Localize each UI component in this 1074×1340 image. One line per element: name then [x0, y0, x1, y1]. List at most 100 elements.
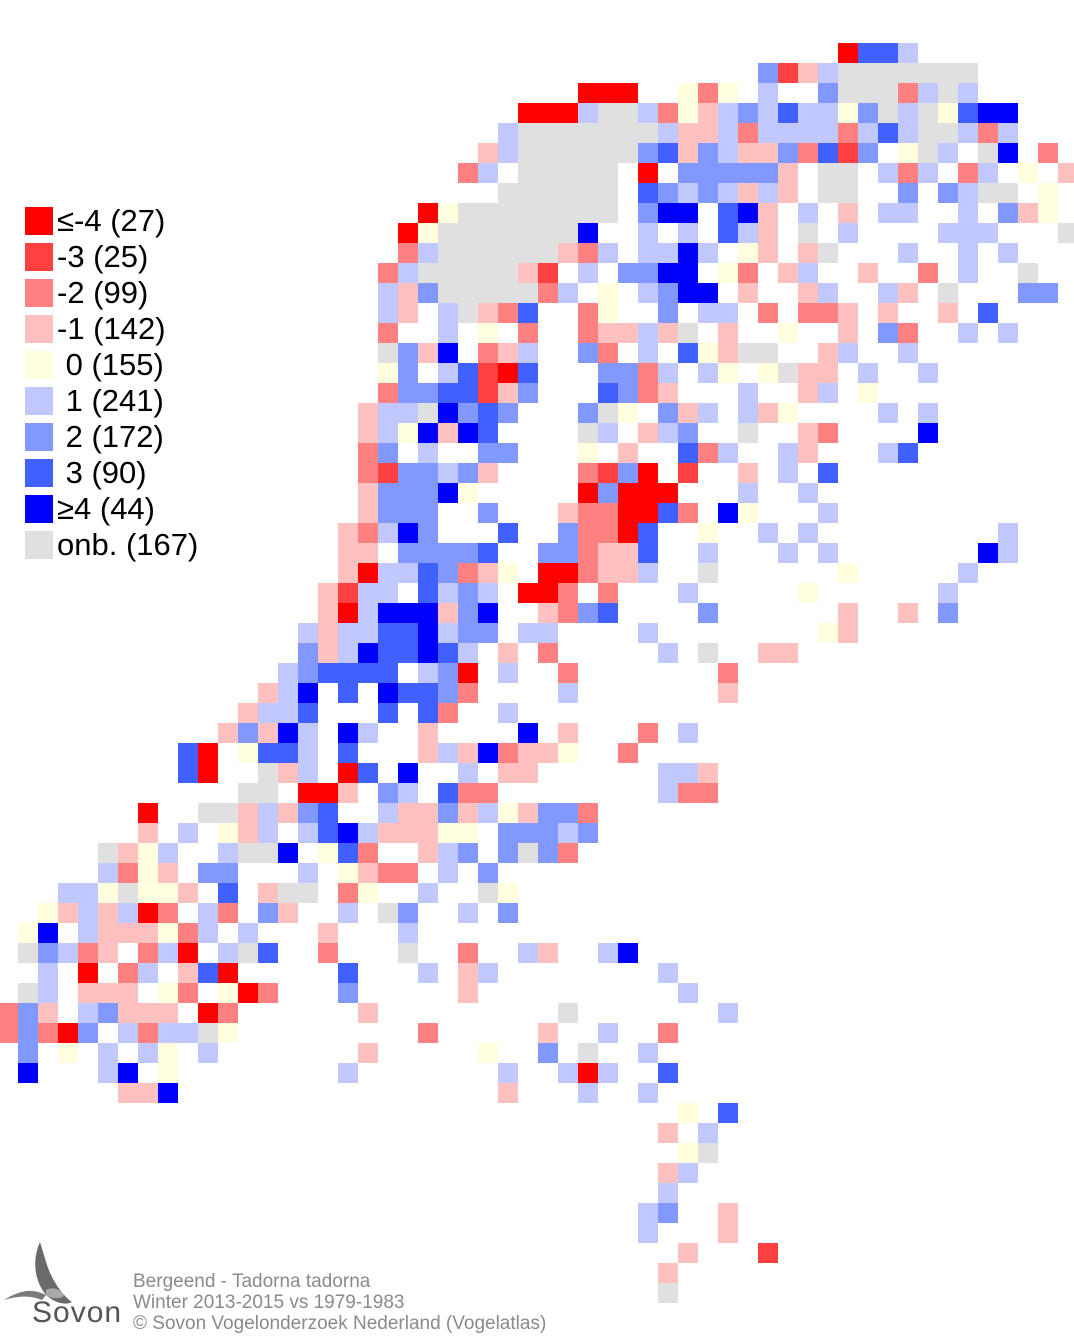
- grid-cell: [438, 243, 458, 263]
- grid-cell: [418, 843, 438, 863]
- grid-cell: [318, 663, 338, 683]
- grid-cell: [818, 83, 838, 103]
- grid-cell: [78, 923, 98, 943]
- grid-cell: [898, 103, 918, 123]
- legend-item: -2 (99): [25, 275, 198, 311]
- grid-cell: [438, 343, 458, 363]
- legend-swatch: [25, 243, 53, 271]
- grid-cell: [958, 83, 978, 103]
- grid-cell: [398, 803, 418, 823]
- grid-cell: [578, 183, 598, 203]
- grid-cell: [518, 723, 538, 743]
- grid-cell: [278, 743, 298, 763]
- grid-cell: [158, 1003, 178, 1023]
- grid-cell: [598, 603, 618, 623]
- grid-cell: [478, 303, 498, 323]
- grid-cell: [758, 163, 778, 183]
- grid-cell: [838, 83, 858, 103]
- grid-cell: [538, 283, 558, 303]
- grid-cell: [538, 623, 558, 643]
- grid-cell: [698, 363, 718, 383]
- grid-cell: [638, 423, 658, 443]
- grid-cell: [418, 263, 438, 283]
- grid-cell: [198, 763, 218, 783]
- grid-cell: [478, 263, 498, 283]
- grid-cell: [938, 583, 958, 603]
- grid-cell: [218, 943, 238, 963]
- grid-cell: [58, 1023, 78, 1043]
- grid-cell: [78, 1023, 98, 1043]
- grid-cell: [398, 423, 418, 443]
- grid-cell: [638, 243, 658, 263]
- grid-cell: [38, 1003, 58, 1023]
- grid-cell: [958, 243, 978, 263]
- grid-cell: [478, 463, 498, 483]
- legend-label: -1 (142): [57, 311, 166, 346]
- grid-cell: [658, 403, 678, 423]
- grid-cell: [678, 123, 698, 143]
- grid-cell: [898, 443, 918, 463]
- grid-cell: [298, 663, 318, 683]
- grid-cell: [598, 1063, 618, 1083]
- grid-cell: [398, 523, 418, 543]
- grid-cell: [738, 103, 758, 123]
- grid-cell: [678, 243, 698, 263]
- grid-cell: [78, 883, 98, 903]
- grid-cell: [478, 323, 498, 343]
- grid-cell: [658, 283, 678, 303]
- grid-cell: [638, 543, 658, 563]
- grid-cell: [918, 423, 938, 443]
- grid-cell: [678, 283, 698, 303]
- grid-cell: [358, 863, 378, 883]
- grid-cell: [338, 523, 358, 543]
- grid-cell: [638, 1223, 658, 1243]
- grid-cell: [158, 1083, 178, 1103]
- grid-cell: [198, 963, 218, 983]
- grid-cell: [678, 583, 698, 603]
- grid-cell: [98, 923, 118, 943]
- grid-cell: [678, 263, 698, 283]
- grid-cell: [538, 563, 558, 583]
- grid-cell: [118, 1023, 138, 1043]
- grid-cell: [878, 63, 898, 83]
- grid-cell: [678, 323, 698, 343]
- grid-cell: [478, 203, 498, 223]
- grid-cell: [878, 283, 898, 303]
- grid-cell: [138, 923, 158, 943]
- grid-cell: [938, 63, 958, 83]
- grid-cell: [398, 383, 418, 403]
- grid-cell: [758, 63, 778, 83]
- legend-label: ≥4 (44): [57, 491, 155, 526]
- grid-cell: [838, 223, 858, 243]
- grid-cell: [18, 1003, 38, 1023]
- grid-cell: [538, 163, 558, 183]
- grid-cell: [598, 423, 618, 443]
- grid-cell: [398, 763, 418, 783]
- grid-cell: [398, 283, 418, 303]
- grid-cell: [738, 123, 758, 143]
- grid-cell: [238, 843, 258, 863]
- grid-cell: [638, 503, 658, 523]
- grid-cell: [578, 403, 598, 423]
- grid-cell: [78, 903, 98, 923]
- grid-cell: [378, 623, 398, 643]
- grid-cell: [418, 543, 438, 563]
- grid-cell: [718, 663, 738, 683]
- grid-cell: [418, 823, 438, 843]
- grid-cell: [778, 163, 798, 183]
- grid-cell: [478, 363, 498, 383]
- grid-cell: [398, 343, 418, 363]
- grid-cell: [418, 963, 438, 983]
- grid-cell: [718, 83, 738, 103]
- grid-cell: [618, 403, 638, 423]
- grid-cell: [438, 803, 458, 823]
- grid-cell: [278, 763, 298, 783]
- grid-cell: [1038, 143, 1058, 163]
- grid-cell: [778, 643, 798, 663]
- grid-cell: [358, 603, 378, 623]
- grid-cell: [898, 323, 918, 343]
- grid-cell: [978, 143, 998, 163]
- legend-item: 1 (241): [25, 383, 198, 419]
- grid-cell: [278, 803, 298, 823]
- grid-cell: [438, 383, 458, 403]
